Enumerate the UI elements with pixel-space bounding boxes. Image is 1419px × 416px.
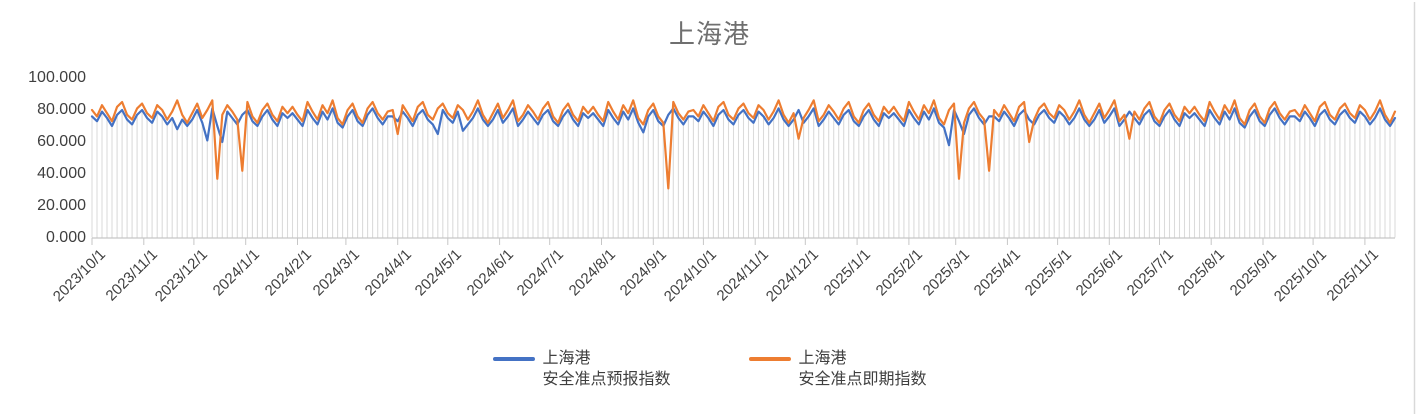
legend-label-spot-line1: 上海港	[798, 350, 847, 367]
spot-line-swatch-icon	[748, 357, 791, 361]
series-line-forecast[interactable]	[90, 107, 1397, 147]
legend-label-forecast-line2: 安全准点预报指数	[542, 371, 671, 388]
legend-item-forecast[interactable]: 上海港 安全准点预报指数	[492, 348, 671, 390]
forecast-line-swatch-icon	[492, 357, 535, 361]
y-axis-label: 80.000	[37, 101, 86, 118]
droplines	[91, 109, 1396, 238]
chart-title: 上海港	[668, 19, 750, 49]
y-axis-label: 40.000	[37, 165, 86, 182]
legend-item-spot[interactable]: 上海港 安全准点即期指数	[748, 348, 927, 390]
y-axis-label: 100.000	[28, 69, 86, 86]
series-line-spot[interactable]	[90, 99, 1397, 190]
legend-label-spot-line2: 安全准点即期指数	[798, 371, 927, 388]
y-axis-label: 60.000	[37, 133, 86, 150]
y-axis-label: 20.000	[37, 197, 86, 214]
legend-label-spot: 上海港 安全准点即期指数	[799, 348, 927, 390]
legend-label-forecast: 上海港 安全准点预报指数	[542, 348, 670, 390]
y-axis-label: 0.000	[45, 229, 86, 246]
legend[interactable]: 上海港 安全准点预报指数 上海港 安全准点即期指数	[492, 348, 927, 390]
legend-label-forecast-line1: 上海港	[542, 350, 591, 367]
